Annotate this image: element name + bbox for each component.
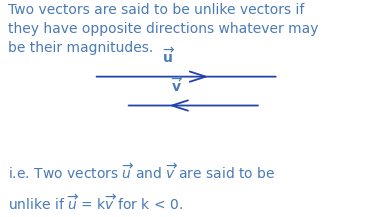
Text: Two vectors are said to be unlike vectors if
they have opposite directions whate: Two vectors are said to be unlike vector…: [8, 3, 319, 55]
Text: $\overrightarrow{\mathbf{v}}$: $\overrightarrow{\mathbf{v}}$: [171, 76, 184, 95]
Text: $\overrightarrow{\mathbf{u}}$: $\overrightarrow{\mathbf{u}}$: [162, 47, 175, 66]
Text: unlike if $\overrightarrow{u}$ = k$\overrightarrow{v}$ for k < 0.: unlike if $\overrightarrow{u}$ = k$\over…: [8, 193, 184, 213]
Text: i.e. Two vectors $\overrightarrow{u}$ and $\overrightarrow{v}$ are said to be: i.e. Two vectors $\overrightarrow{u}$ an…: [8, 162, 276, 182]
